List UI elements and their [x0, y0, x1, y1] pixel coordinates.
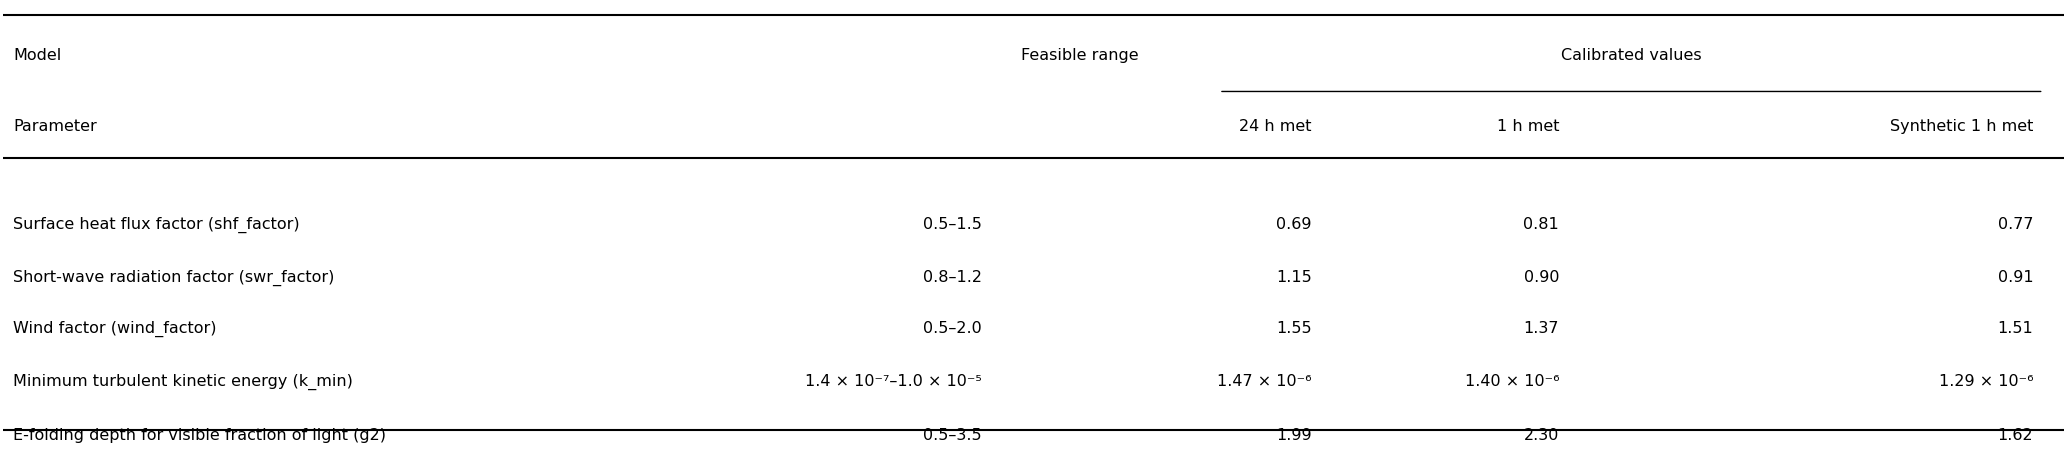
Text: 1.51: 1.51: [1997, 321, 2034, 336]
Text: 2.30: 2.30: [1523, 427, 1559, 443]
Text: 0.5–2.0: 0.5–2.0: [924, 321, 982, 336]
Text: 24 h met: 24 h met: [1240, 119, 1313, 134]
Text: E-folding depth for visible fraction of light (g2): E-folding depth for visible fraction of …: [12, 427, 387, 443]
Text: Surface heat flux factor (shf_factor): Surface heat flux factor (shf_factor): [12, 216, 300, 233]
Text: 0.90: 0.90: [1523, 270, 1559, 285]
Text: 0.91: 0.91: [1997, 270, 2034, 285]
Text: 1.99: 1.99: [1275, 427, 1313, 443]
Text: Short-wave radiation factor (swr_factor): Short-wave radiation factor (swr_factor): [12, 269, 335, 286]
Text: Model: Model: [12, 48, 62, 63]
Text: 0.69: 0.69: [1275, 217, 1313, 232]
Text: Parameter: Parameter: [12, 119, 97, 134]
Text: 1.29 × 10⁻⁶: 1.29 × 10⁻⁶: [1939, 374, 2034, 389]
Text: 1 h met: 1 h met: [1497, 119, 1559, 134]
Text: 1.40 × 10⁻⁶: 1.40 × 10⁻⁶: [1466, 374, 1559, 389]
Text: Synthetic 1 h met: Synthetic 1 h met: [1889, 119, 2034, 134]
Text: 1.4 × 10⁻⁷–1.0 × 10⁻⁵: 1.4 × 10⁻⁷–1.0 × 10⁻⁵: [806, 374, 982, 389]
Text: 0.5–3.5: 0.5–3.5: [924, 427, 982, 443]
Text: 0.81: 0.81: [1523, 217, 1559, 232]
Text: 1.62: 1.62: [1997, 427, 2034, 443]
Text: Calibrated values: Calibrated values: [1561, 48, 1701, 63]
Text: 0.77: 0.77: [1999, 217, 2034, 232]
Text: 1.37: 1.37: [1523, 321, 1559, 336]
Text: Feasible range: Feasible range: [1021, 48, 1139, 63]
Text: 0.8–1.2: 0.8–1.2: [924, 270, 982, 285]
Text: 1.15: 1.15: [1275, 270, 1313, 285]
Text: Wind factor (wind_factor): Wind factor (wind_factor): [12, 321, 217, 337]
Text: Minimum turbulent kinetic energy (k_min): Minimum turbulent kinetic energy (k_min): [12, 374, 353, 390]
Text: 1.47 × 10⁻⁶: 1.47 × 10⁻⁶: [1217, 374, 1313, 389]
Text: 0.5–1.5: 0.5–1.5: [924, 217, 982, 232]
Text: 1.55: 1.55: [1275, 321, 1313, 336]
